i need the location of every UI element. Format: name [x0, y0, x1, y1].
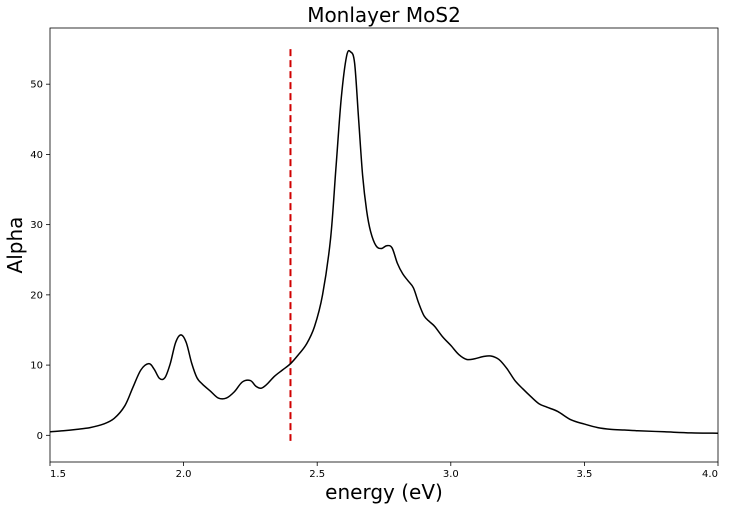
x-tick-label: 2.5 [309, 469, 325, 480]
y-tick-label: 40 [30, 150, 43, 161]
x-tick-label: 3.0 [443, 469, 459, 480]
series-line [49, 49, 719, 434]
x-tick-label: 2.0 [176, 469, 192, 480]
x-tick-label: 4.0 [702, 469, 718, 480]
y-tick-label: 50 [30, 80, 43, 91]
x-tick-label: 1.5 [50, 469, 66, 480]
x-axis-label: energy (eV) [325, 480, 443, 504]
plot-area [49, 27, 719, 463]
y-tick-label: 30 [30, 220, 43, 231]
y-tick-label: 10 [30, 361, 43, 372]
y-axis: 0 10 20 30 40 50 [30, 80, 50, 442]
x-axis: 1.5 2.0 2.5 3.0 3.5 4.0 [49, 462, 719, 480]
y-tick-label: 20 [30, 290, 43, 301]
y-tick-label: 0 [37, 431, 43, 442]
x-tick-label: 3.5 [576, 469, 592, 480]
y-axis-label: Alpha [3, 217, 27, 274]
chart-title: Monlayer MoS2 [307, 3, 461, 27]
